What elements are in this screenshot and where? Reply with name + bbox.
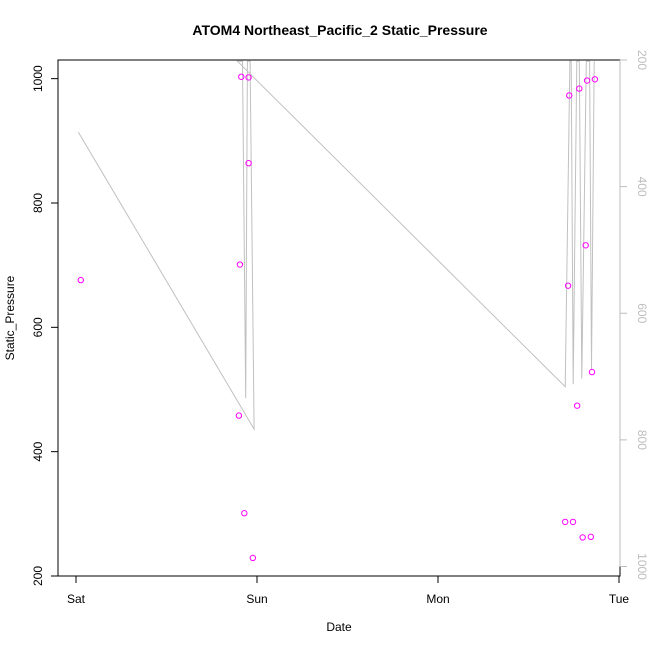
data-point <box>241 510 248 517</box>
y-right-tick-label: 400 <box>635 177 649 197</box>
y-axis-left: 200 400 600 800 1000 <box>31 65 59 586</box>
data-point <box>573 402 581 409</box>
data-point <box>249 554 257 562</box>
data-point <box>562 518 569 526</box>
plot-frame <box>57 59 621 577</box>
x-tick-label: Tue <box>609 592 630 606</box>
point-series-layer <box>77 73 599 562</box>
series-line <box>77 60 595 431</box>
y-axis-label: Static_Pressure <box>3 275 17 360</box>
data-point <box>582 242 589 249</box>
y-right-tick-label: 600 <box>635 303 649 323</box>
y-axis-right: 200 400 600 800 1000 <box>619 50 649 580</box>
data-point <box>583 77 591 84</box>
data-point <box>235 412 243 419</box>
data-point <box>579 534 586 541</box>
data-point <box>569 518 577 526</box>
x-tick-label: Mon <box>426 592 449 606</box>
x-tick-label: Sun <box>246 592 267 606</box>
y-right-tick-label: 200 <box>635 50 649 70</box>
data-point <box>566 92 573 99</box>
y-tick-label: 1000 <box>31 65 45 92</box>
line-series-layer <box>77 60 595 431</box>
y-tick-label: 200 <box>31 566 45 586</box>
data-point <box>245 160 252 167</box>
data-point <box>77 276 84 284</box>
data-point <box>588 368 596 376</box>
data-point <box>245 74 252 81</box>
x-axis: Sat Sun Mon Tue <box>67 575 630 606</box>
y-right-tick-label: 800 <box>635 430 649 450</box>
x-tick-label: Sat <box>67 592 86 606</box>
data-point <box>576 85 583 92</box>
x-axis-label: Date <box>326 620 352 634</box>
data-point <box>236 261 244 268</box>
data-point <box>587 533 595 541</box>
data-point <box>564 282 572 289</box>
y-tick-label: 400 <box>31 441 45 461</box>
y-tick-label: 800 <box>31 193 45 213</box>
y-tick-label: 600 <box>31 317 45 337</box>
chart-title: ATOM4 Northeast_Pacific_2 Static_Pressur… <box>192 22 487 38</box>
data-point <box>591 76 599 83</box>
data-point <box>238 73 245 80</box>
y-right-tick-label: 1000 <box>635 553 649 580</box>
